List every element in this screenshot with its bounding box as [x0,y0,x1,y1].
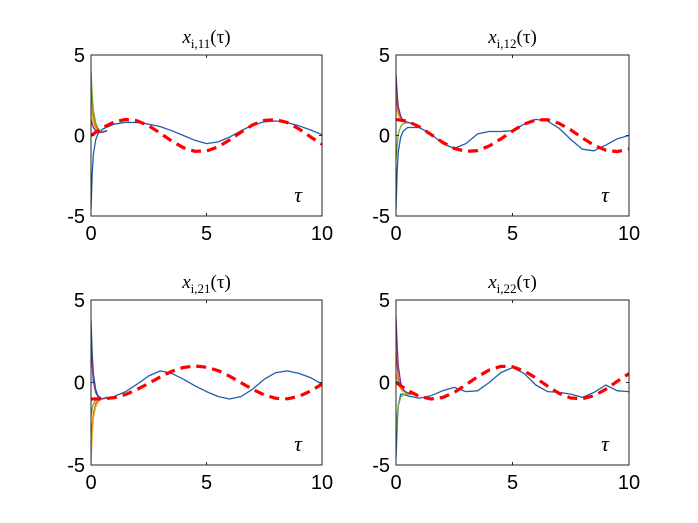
reference-line [91,364,322,401]
panel-title: xi,21(τ) [181,272,231,296]
series-line-1 [396,118,629,210]
y-tick-label: -5 [372,206,390,228]
panel-title: xi,22(τ) [487,272,537,296]
plot-area [91,71,322,210]
panel-title: xi,12(τ) [487,27,537,51]
series-line-5 [396,74,413,125]
x-tick-label: 10 [618,472,640,494]
panel-title-argument: (τ) [210,27,230,48]
x-axis-label: τ [294,182,303,207]
panel-title: xi,11(τ) [181,27,230,51]
panel-title-argument: (τ) [517,272,537,293]
x-tick-label: 10 [311,472,333,494]
x-tick-label: 0 [390,472,401,494]
panel-title-variable: x [181,27,191,48]
y-tick-label: 5 [74,290,85,312]
reference-line [396,117,629,154]
x-tick-label: 0 [85,472,96,494]
x-tick-label: 10 [311,223,333,245]
y-tick-label: 0 [74,373,85,395]
series-line-1 [396,366,629,459]
panel-title-subscript: i,12 [497,36,517,51]
x-axis-label: τ [601,431,610,456]
plot-area [91,319,322,462]
panel-title-subscript: i,11 [191,36,210,51]
plot-area [396,316,629,459]
y-tick-label: 5 [379,290,390,312]
panel-title-subscript: i,21 [191,281,211,296]
series-line-5 [91,341,108,400]
y-tick-label: 0 [379,126,390,148]
panel-title-argument: (τ) [517,27,537,48]
x-tick-label: 10 [618,223,640,245]
x-tick-label: 5 [201,223,212,245]
y-tick-label: -5 [67,455,85,477]
x-axis-label: τ [601,182,610,207]
x-tick-label: 5 [507,223,518,245]
panel-title-variable: x [181,272,191,293]
y-tick-label: 0 [74,126,85,148]
panel-title-variable: x [487,272,497,293]
reference-line [91,117,322,153]
panel-title-argument: (τ) [211,272,231,293]
plot-area [396,74,629,210]
x-tick-label: 0 [85,223,96,245]
series-line-3 [396,374,413,395]
y-tick-label: 5 [74,45,85,67]
panel-title-subscript: i,22 [497,281,517,296]
reference-line [396,364,629,401]
y-tick-label: 0 [379,373,390,395]
x-tick-label: 0 [390,223,401,245]
y-tick-label: -5 [67,206,85,228]
series-line-1 [91,120,322,210]
x-tick-label: 5 [507,472,518,494]
y-tick-label: -5 [372,455,390,477]
y-tick-label: 5 [379,45,390,67]
x-axis-label: τ [294,431,303,456]
series-line-4 [396,393,413,433]
series-line-4 [91,71,108,133]
x-tick-label: 5 [201,472,212,494]
panel-title-variable: x [487,27,497,48]
